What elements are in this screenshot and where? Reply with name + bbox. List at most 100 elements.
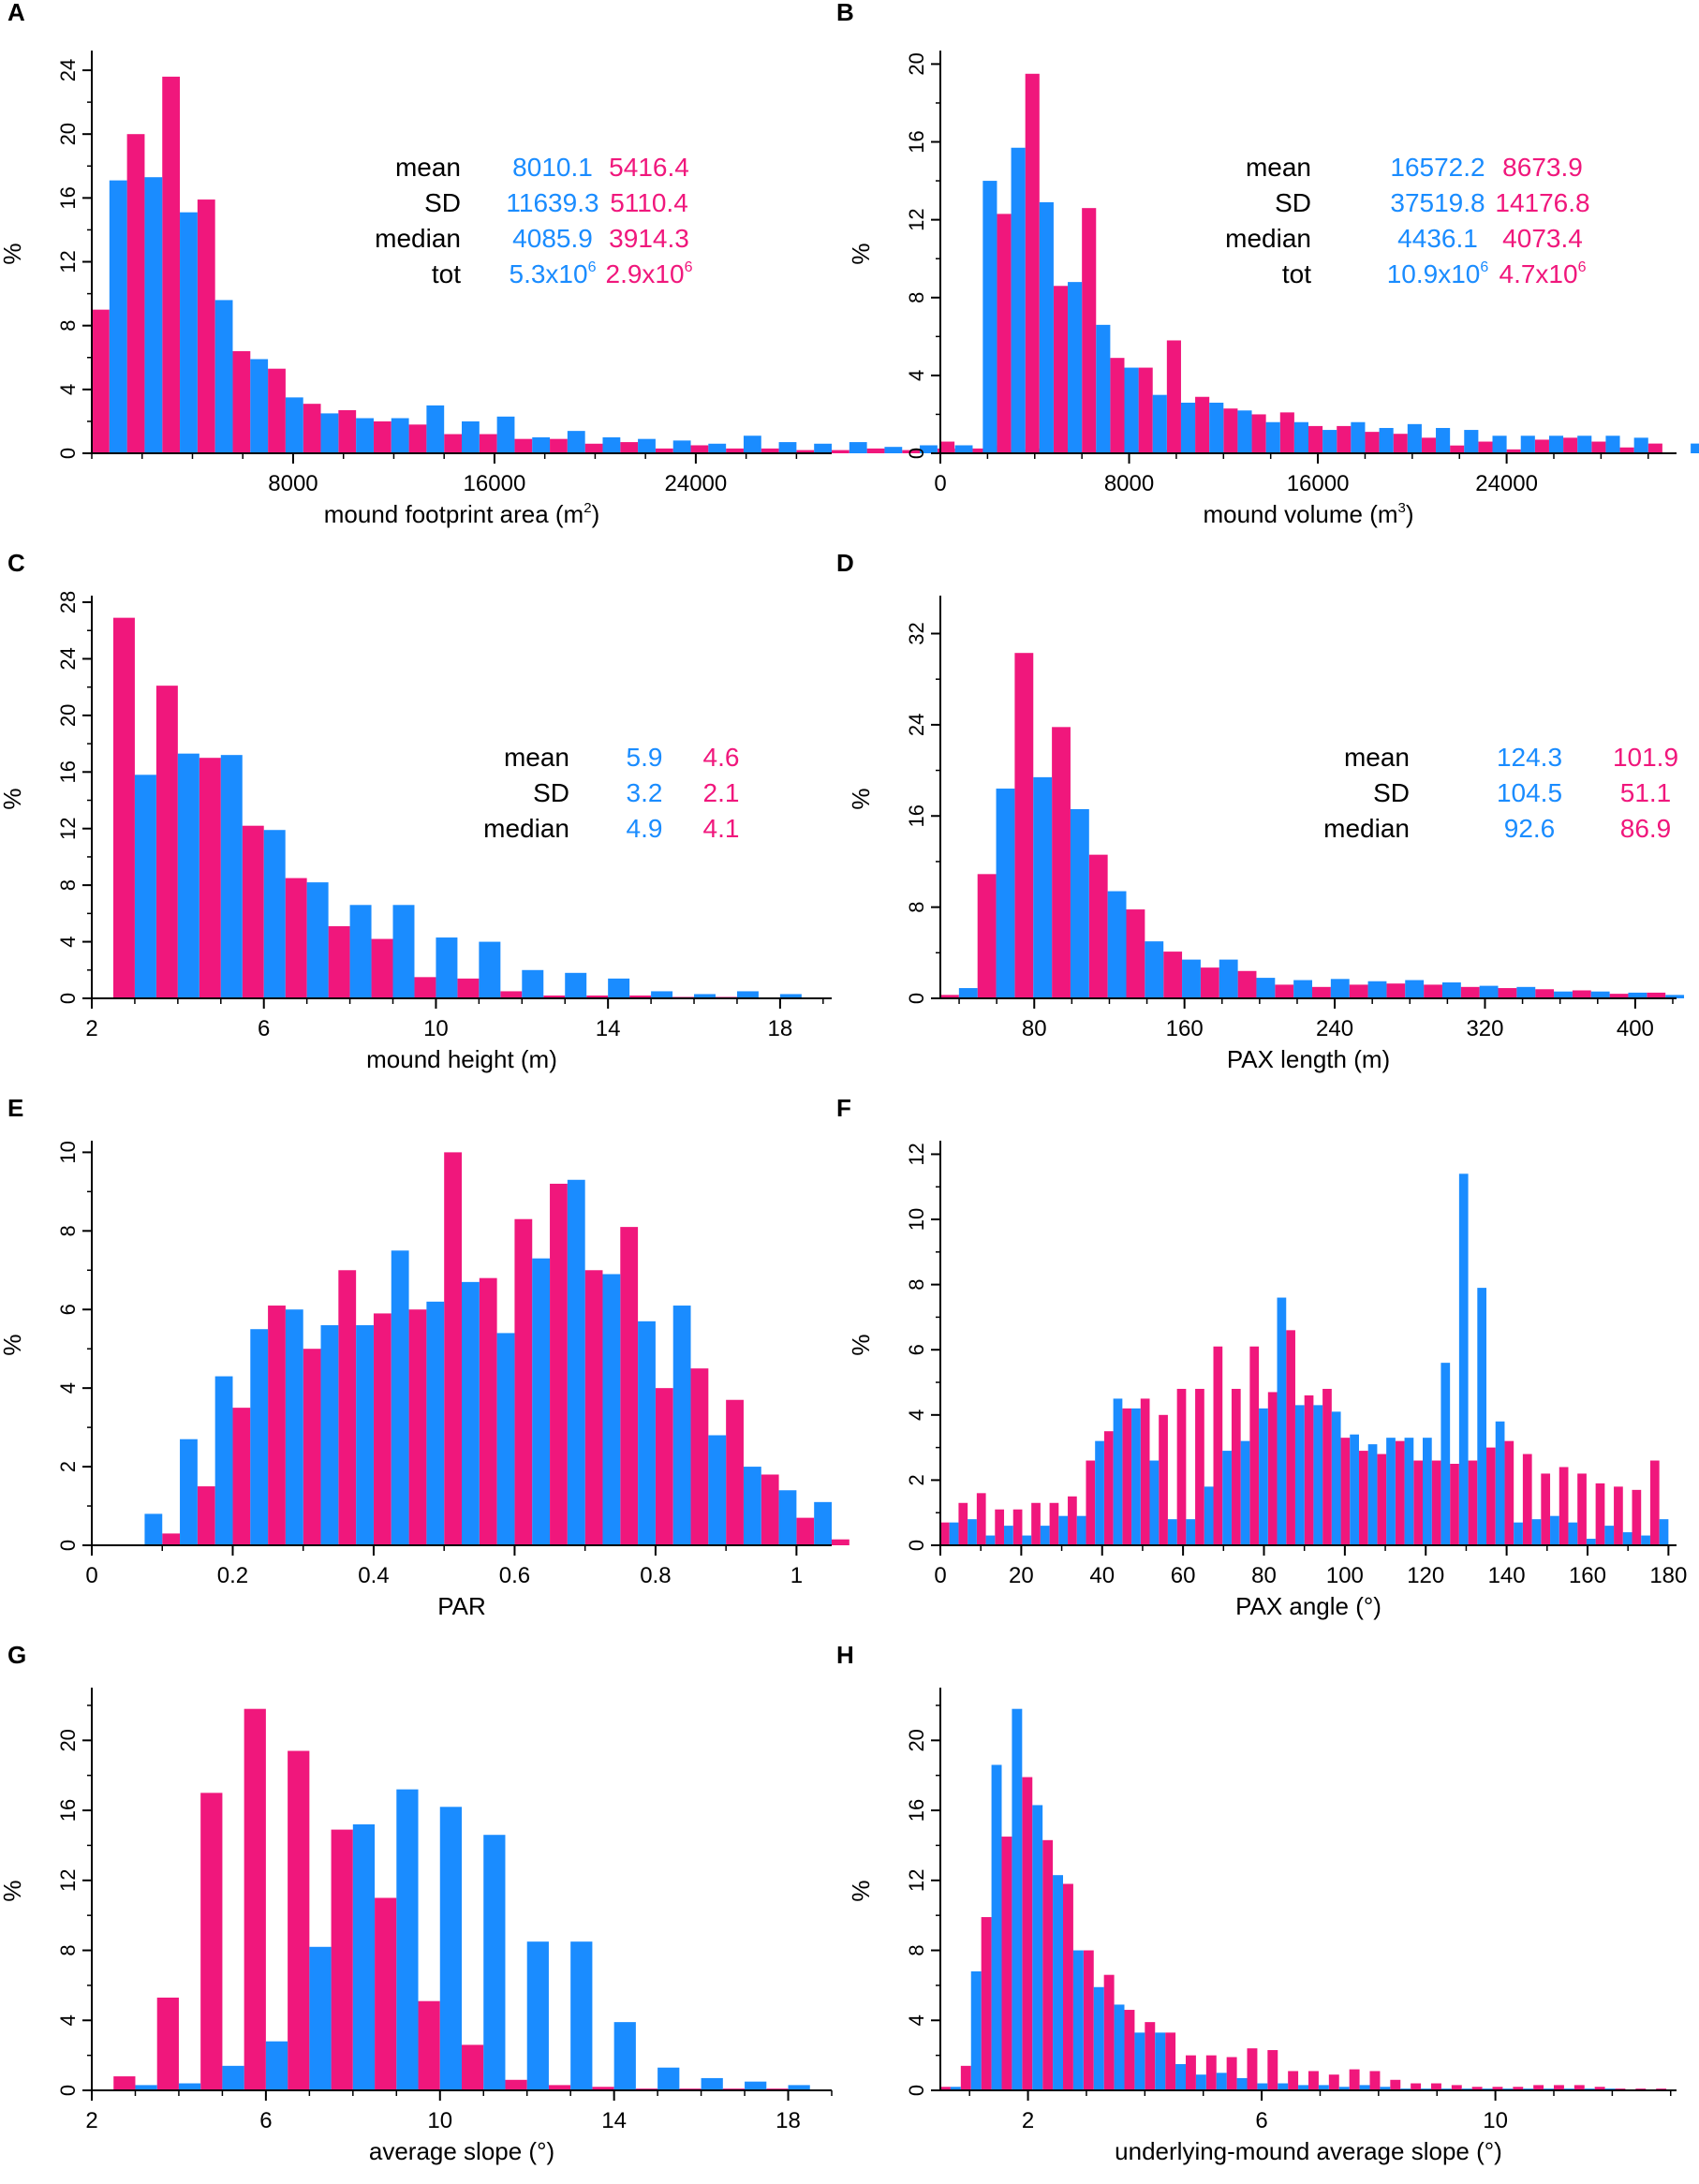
bar-blue	[613, 2022, 636, 2090]
bar-pink	[548, 2085, 571, 2090]
bar-pink	[1572, 990, 1591, 998]
y-tick-label: 8	[56, 1225, 80, 1236]
bar-blue	[1095, 1440, 1104, 1545]
stat-value-blue: 104.5	[1497, 778, 1562, 807]
y-tick-label: 16	[56, 760, 80, 783]
bar-blue	[565, 972, 587, 998]
stat-label: SD	[424, 188, 461, 217]
stat-value-blue: 8010.1	[512, 153, 593, 182]
x-axis-title-text: PAR	[437, 1592, 486, 1620]
x-tick-label: 6	[1255, 2108, 1267, 2133]
bar-pink	[373, 421, 392, 453]
bar-blue	[320, 413, 339, 453]
bar-pink	[500, 991, 523, 998]
bar-pink	[162, 76, 181, 453]
y-tick-label: 16	[905, 130, 928, 153]
stat-label: SD	[533, 778, 569, 807]
y-tick-label: 10	[905, 1208, 928, 1231]
bar-pink	[1247, 2048, 1258, 2090]
bar-blue	[1665, 995, 1685, 998]
bar-blue	[1278, 2083, 1289, 2090]
bar-blue	[1093, 1986, 1104, 2090]
bar-blue	[349, 905, 372, 998]
y-tick-label: 24	[905, 714, 928, 736]
bar-blue	[220, 755, 243, 998]
bar-blue	[954, 445, 973, 453]
bar-pink	[408, 424, 427, 453]
bar-pink	[375, 1897, 397, 2090]
bar-blue	[134, 775, 156, 998]
bar-pink	[1122, 1408, 1132, 1545]
bar-blue	[285, 397, 303, 453]
bar-pink	[1110, 358, 1125, 453]
bar-blue	[1379, 427, 1394, 453]
bar-blue	[788, 2085, 810, 2090]
x-tick-label: 16000	[1287, 471, 1350, 496]
bar-blue	[1441, 981, 1461, 998]
bar-pink	[1200, 967, 1219, 998]
y-tick-label: 8	[56, 879, 80, 891]
x-axis-title-text: mound footprint area (m	[324, 500, 584, 528]
y-tick-label: 4	[56, 1382, 80, 1394]
bar-pink	[197, 199, 215, 453]
bar-blue	[1175, 2063, 1186, 2090]
stat-value-pink-text: 101.9	[1613, 743, 1678, 772]
bar-pink	[940, 441, 955, 453]
y-axis-title: %	[847, 1334, 875, 1355]
bar-blue	[1039, 201, 1054, 453]
bar-blue	[1577, 435, 1592, 453]
bar-blue	[1659, 1519, 1669, 1545]
bar-blue	[1338, 2087, 1350, 2090]
y-tick-label: 16	[905, 804, 928, 827]
bar-pink	[1049, 1502, 1059, 1545]
bar-pink	[1165, 2032, 1176, 2090]
bar-pink	[690, 445, 709, 453]
bar-pink	[1591, 441, 1606, 453]
bar-blue	[672, 440, 691, 453]
bar-blue	[1004, 1526, 1013, 1545]
bar-pink	[1340, 1438, 1351, 1545]
bar-pink	[832, 1539, 850, 1545]
bar-blue	[1495, 1421, 1505, 1545]
bar-blue	[736, 991, 759, 998]
stat-value-pink: 14176.8	[1495, 188, 1589, 217]
bar-pink	[1205, 2055, 1217, 2090]
y-tick-label: 20	[56, 123, 80, 145]
y-tick-label: 0	[56, 448, 80, 459]
bar-blue	[1331, 1411, 1341, 1545]
bar-pink	[1195, 396, 1210, 453]
y-tick-label: 12	[56, 817, 80, 839]
stat-value-blue: 92.6	[1504, 814, 1556, 843]
stat-value-blue-text: 5.9	[627, 743, 663, 772]
stat-value-pink: 101.9	[1613, 743, 1678, 772]
bar-pink	[1390, 2079, 1401, 2090]
bar-pink	[960, 2065, 971, 2090]
bar-pink	[1195, 1388, 1204, 1545]
stat-value-pink: 51.1	[1620, 778, 1672, 807]
bar-blue	[1209, 402, 1224, 453]
x-axis-title-text: mound volume (m	[1203, 500, 1397, 528]
bar-blue	[135, 2085, 157, 2090]
stat-value-pink: 5416.4	[609, 153, 689, 182]
x-tick-label: 20	[1009, 1563, 1034, 1588]
y-tick-label: 12	[56, 250, 80, 273]
stat-label: median	[375, 224, 461, 253]
bar-blue	[178, 2083, 201, 2090]
bar-pink	[268, 368, 286, 453]
stat-label: mean	[1246, 153, 1311, 182]
bar-blue	[392, 905, 415, 998]
bar-blue	[1330, 979, 1350, 998]
bar-blue	[814, 1501, 832, 1545]
bar-pink	[268, 1306, 286, 1545]
bar-blue	[567, 1179, 585, 1545]
bar-pink	[1471, 2087, 1483, 2090]
bar-pink	[1103, 1431, 1114, 1545]
bar-blue	[1380, 2087, 1391, 2090]
x-axis-title-text: PAX length (m)	[1227, 1045, 1390, 1073]
bar-blue	[1436, 427, 1451, 453]
panel-letter: F	[836, 1094, 851, 1122]
bar-blue	[1149, 1460, 1160, 1545]
bar-blue	[996, 789, 1015, 998]
stat-value-pink-text: 2.9x10	[606, 259, 685, 288]
y-tick-label: 4	[56, 384, 80, 395]
